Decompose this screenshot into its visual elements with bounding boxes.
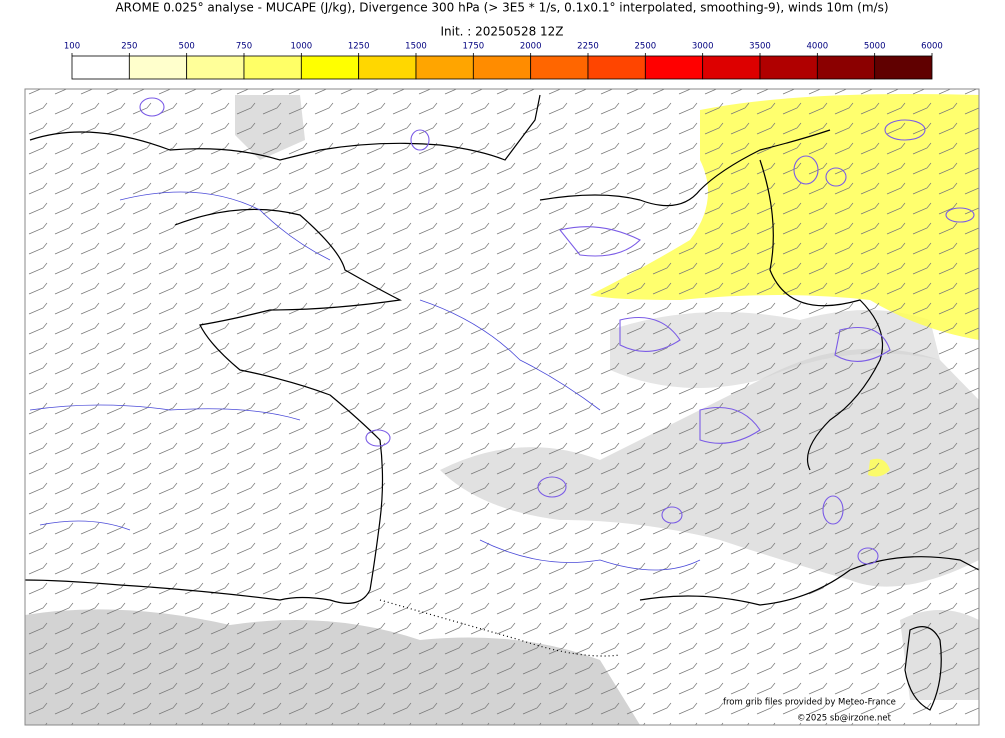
- title: AROME 0.025° analyse - MUCAPE (J/kg), Di…: [115, 1, 888, 15]
- colorbar-cell: [702, 55, 761, 80]
- colorbar-cell: [243, 55, 302, 80]
- map: [25, 89, 979, 725]
- colorbar-tick-label: 250: [121, 42, 137, 52]
- colorbar-tick-label: 5000: [864, 42, 886, 52]
- source-credit: from grib files provided by Meteo-France: [723, 698, 896, 708]
- colorbar-cell: [186, 55, 245, 80]
- colorbar-cell: [587, 55, 646, 80]
- colorbar-tick-label: 3000: [692, 42, 714, 52]
- divergence-contours: [29, 97, 975, 571]
- colorbar-tick-label: 2000: [520, 42, 542, 52]
- colorbar-cell: [874, 55, 933, 80]
- colorbar-tick-label: 2250: [577, 42, 599, 52]
- colorbar-tick-label: 4000: [807, 42, 829, 52]
- colorbar-tick-label: 3500: [749, 42, 771, 52]
- map-frame: [24, 88, 980, 726]
- coastlines: [25, 94, 979, 711]
- colorbar-tick-label: 750: [236, 42, 252, 52]
- colorbar-tick-label: 1750: [463, 42, 485, 52]
- colorbar: 100 250 500 750 1000 1250 1500 1750 2000 2250 2500…: [64, 42, 943, 80]
- colorbar-cell: [530, 55, 589, 80]
- colorbar-cell: [415, 55, 474, 80]
- colorbar-tick-label: 1000: [291, 42, 313, 52]
- colorbar-cell: [128, 55, 188, 80]
- colorbar-tick-label: 6000: [921, 42, 943, 52]
- colorbar-tick-label: 100: [64, 42, 80, 52]
- copyright: ©2025 sb@irzone.net: [797, 714, 892, 724]
- colorbar-cell: [816, 55, 876, 80]
- colorbar-tick-label: 500: [179, 42, 195, 52]
- colorbar-cell: [759, 55, 818, 80]
- init-time: Init. : 20250528 12Z: [440, 25, 563, 39]
- colorbar-cell: [472, 55, 532, 80]
- colorbar-cell: [71, 55, 130, 80]
- colorbar-cell: [358, 55, 417, 80]
- colorbar-cell: [644, 55, 704, 80]
- colorbar-tick-label: 1500: [405, 42, 427, 52]
- colorbar-tick-label: 1250: [348, 42, 370, 52]
- colorbar-tick-label: 2500: [635, 42, 657, 52]
- wind-barbs: [25, 89, 979, 725]
- colorbar-cell: [300, 55, 360, 80]
